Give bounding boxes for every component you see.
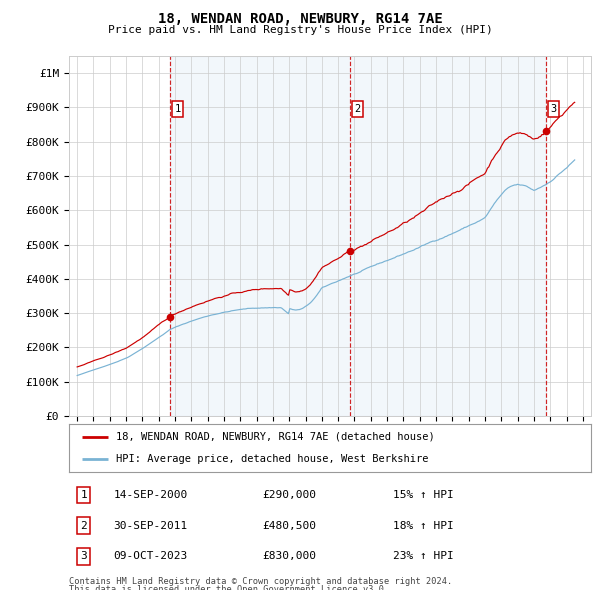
Text: 3: 3 xyxy=(80,551,87,561)
Text: £830,000: £830,000 xyxy=(262,551,316,561)
Text: This data is licensed under the Open Government Licence v3.0.: This data is licensed under the Open Gov… xyxy=(69,585,389,590)
Text: 18% ↑ HPI: 18% ↑ HPI xyxy=(392,521,454,530)
Text: 18, WENDAN ROAD, NEWBURY, RG14 7AE (detached house): 18, WENDAN ROAD, NEWBURY, RG14 7AE (deta… xyxy=(116,432,435,442)
Text: 09-OCT-2023: 09-OCT-2023 xyxy=(113,551,188,561)
Text: Contains HM Land Registry data © Crown copyright and database right 2024.: Contains HM Land Registry data © Crown c… xyxy=(69,577,452,586)
Text: 30-SEP-2011: 30-SEP-2011 xyxy=(113,521,188,530)
Text: 18, WENDAN ROAD, NEWBURY, RG14 7AE: 18, WENDAN ROAD, NEWBURY, RG14 7AE xyxy=(158,12,442,26)
Bar xyxy=(170,56,547,416)
Text: 3: 3 xyxy=(551,104,557,114)
Text: Price paid vs. HM Land Registry's House Price Index (HPI): Price paid vs. HM Land Registry's House … xyxy=(107,25,493,35)
Text: 1: 1 xyxy=(175,104,181,114)
Text: 15% ↑ HPI: 15% ↑ HPI xyxy=(392,490,454,500)
Text: £290,000: £290,000 xyxy=(262,490,316,500)
Text: 2: 2 xyxy=(80,521,87,530)
Text: 2: 2 xyxy=(355,104,361,114)
Text: £480,500: £480,500 xyxy=(262,521,316,530)
Text: 23% ↑ HPI: 23% ↑ HPI xyxy=(392,551,454,561)
Text: HPI: Average price, detached house, West Berkshire: HPI: Average price, detached house, West… xyxy=(116,454,428,464)
Text: 14-SEP-2000: 14-SEP-2000 xyxy=(113,490,188,500)
Text: 1: 1 xyxy=(80,490,87,500)
